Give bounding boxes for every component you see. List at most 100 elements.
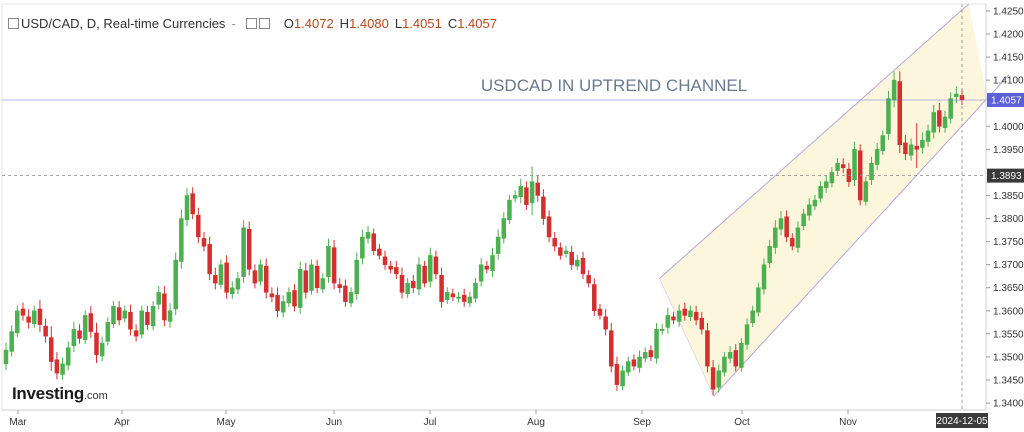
candle-body[interactable] xyxy=(150,305,156,327)
candle-body[interactable] xyxy=(156,292,161,305)
candle-body[interactable] xyxy=(111,305,116,324)
candle-body[interactable] xyxy=(795,227,801,248)
candle-body[interactable] xyxy=(625,361,631,373)
candle-body[interactable] xyxy=(82,315,88,341)
candle-body[interactable] xyxy=(807,204,812,216)
candle-body[interactable] xyxy=(365,232,371,239)
candle-body[interactable] xyxy=(891,79,897,101)
candle-body[interactable] xyxy=(3,349,9,365)
candle-body[interactable] xyxy=(258,264,263,282)
candle-body[interactable] xyxy=(569,251,574,265)
candle-body[interactable] xyxy=(512,195,518,199)
candle-body[interactable] xyxy=(541,196,546,219)
candle-body[interactable] xyxy=(49,337,54,362)
candle-body[interactable] xyxy=(241,227,246,277)
candle-body[interactable] xyxy=(388,265,393,270)
candle-body[interactable] xyxy=(954,93,959,97)
candle-body[interactable] xyxy=(105,322,111,342)
candle-body[interactable] xyxy=(382,256,388,265)
candle-body[interactable] xyxy=(659,329,665,331)
candle-body[interactable] xyxy=(314,265,320,288)
candle-body[interactable] xyxy=(213,275,218,284)
candle-body[interactable] xyxy=(411,281,416,288)
candle-body[interactable] xyxy=(580,257,586,275)
candle-body[interactable] xyxy=(428,255,433,282)
candle-body[interactable] xyxy=(360,236,365,259)
candle-body[interactable] xyxy=(478,264,484,282)
candle-body[interactable] xyxy=(43,325,48,337)
candle-body[interactable] xyxy=(654,329,659,359)
candle-body[interactable] xyxy=(835,162,840,171)
candle-body[interactable] xyxy=(326,245,331,277)
candle-body[interactable] xyxy=(343,285,348,302)
candle-body[interactable] xyxy=(920,139,925,148)
candle-body[interactable] xyxy=(495,236,501,254)
candle-body[interactable] xyxy=(139,310,145,335)
candle-body[interactable] xyxy=(840,164,846,169)
candle-body[interactable] xyxy=(914,145,919,150)
candle-body[interactable] xyxy=(682,308,688,316)
candle-body[interactable] xyxy=(320,278,326,290)
candle-body[interactable] xyxy=(303,270,309,293)
candle-body[interactable] xyxy=(77,330,82,339)
candle-body[interactable] xyxy=(167,310,173,322)
candle-body[interactable] xyxy=(575,259,580,267)
candle-body[interactable] xyxy=(710,367,716,390)
candle-body[interactable] xyxy=(286,292,292,304)
candle-body[interactable] xyxy=(648,350,654,358)
candle-body[interactable] xyxy=(761,264,767,290)
candle-body[interactable] xyxy=(507,199,512,221)
candle-body[interactable] xyxy=(501,218,507,239)
candle-body[interactable] xyxy=(874,149,880,165)
candle-body[interactable] xyxy=(439,275,444,302)
candle-body[interactable] xyxy=(71,329,77,347)
candle-body[interactable] xyxy=(784,216,789,238)
candle-body[interactable] xyxy=(778,218,784,230)
candle-body[interactable] xyxy=(94,332,99,355)
candle-body[interactable] xyxy=(99,342,105,357)
candle-body[interactable] xyxy=(829,172,835,184)
candle-body[interactable] xyxy=(269,293,275,298)
candle-body[interactable] xyxy=(880,135,886,151)
candle-body[interactable] xyxy=(280,301,286,313)
candle-body[interactable] xyxy=(292,290,297,307)
candle-body[interactable] xyxy=(609,330,614,367)
candle-body[interactable] xyxy=(484,265,490,270)
candle-body[interactable] xyxy=(331,247,337,284)
candle-body[interactable] xyxy=(665,315,671,328)
candle-body[interactable] xyxy=(399,275,405,293)
candle-body[interactable] xyxy=(801,213,806,227)
candle-body[interactable] xyxy=(184,195,190,221)
candle-body[interactable] xyxy=(490,255,495,271)
candle-body[interactable] xyxy=(705,330,710,367)
candle-body[interactable] xyxy=(9,331,14,352)
candle-body[interactable] xyxy=(688,310,693,318)
candle-body[interactable] xyxy=(592,284,597,312)
candle-body[interactable] xyxy=(405,282,410,294)
candle-body[interactable] xyxy=(20,308,26,316)
candle-body[interactable] xyxy=(246,228,252,270)
candle-body[interactable] xyxy=(756,287,761,313)
candle-body[interactable] xyxy=(790,238,795,247)
candle-body[interactable] xyxy=(26,316,31,323)
candle-body[interactable] xyxy=(671,316,676,321)
candle-body[interactable] xyxy=(676,310,682,322)
channel-lower-line[interactable] xyxy=(713,74,1010,397)
candle-body[interactable] xyxy=(461,294,467,302)
candle-body[interactable] xyxy=(371,233,376,252)
candle-body[interactable] xyxy=(518,185,524,198)
candle-body[interactable] xyxy=(224,262,229,293)
candle-body[interactable] xyxy=(190,193,195,215)
candle-body[interactable] xyxy=(773,227,778,248)
candle-body[interactable] xyxy=(116,307,122,321)
candle-body[interactable] xyxy=(603,316,608,330)
candle-body[interactable] xyxy=(88,313,94,332)
candle-body[interactable] xyxy=(699,317,705,330)
candle-body[interactable] xyxy=(937,110,942,127)
candle-body[interactable] xyxy=(473,282,478,299)
candle-body[interactable] xyxy=(733,350,738,367)
candle-body[interactable] xyxy=(631,359,637,367)
candle-body[interactable] xyxy=(133,330,139,337)
candle-body[interactable] xyxy=(563,250,569,254)
candle-body[interactable] xyxy=(597,308,603,316)
